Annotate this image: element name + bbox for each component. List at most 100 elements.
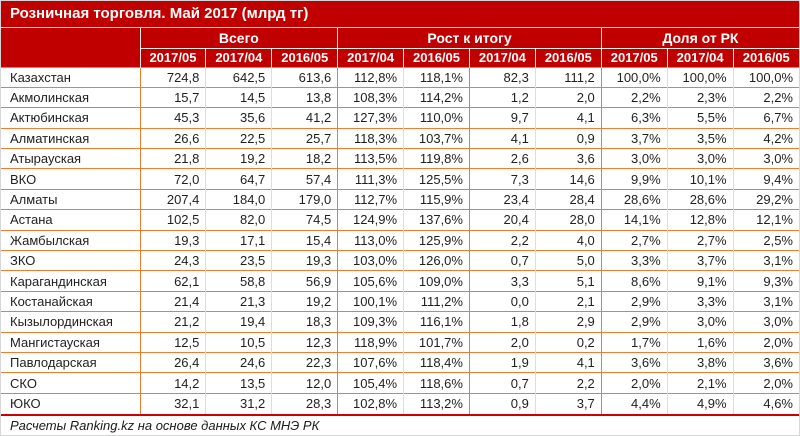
value-cell: 32,1 — [139, 392, 206, 414]
value-cell: 3,1% — [732, 290, 799, 312]
table-row: Карагандинская 62,1 58,8 56,9 105,6% 109,0% 3,… — [1, 270, 799, 292]
data-table: Всего Рост к итогу Доля от РК 2017/05 20… — [1, 28, 799, 414]
table-row: Жамбылская 19,3 17,1 15,4 113,0% 125,9% 2,2 4,0… — [1, 229, 799, 251]
value-cell: 4,6% — [732, 392, 799, 414]
value-cell: 19,2 — [271, 290, 338, 312]
value-cell: 126,0% — [403, 250, 470, 271]
value-cell: 28,6% — [666, 188, 734, 210]
value-cell: 12,5 — [139, 331, 206, 353]
value-cell: 114,2% — [403, 86, 470, 108]
region-name-cell: Павлодарская — [1, 351, 140, 373]
table-row: Казахстан 724,8 642,5 613,6 112,8% 118,1% 82,3… — [1, 66, 799, 88]
value-cell: 119,8% — [403, 148, 470, 169]
value-cell: 24,3 — [139, 250, 206, 271]
value-cell: 45,3 — [139, 107, 206, 129]
value-cell: 4,1 — [468, 127, 536, 149]
value-cell: 3,7 — [534, 392, 602, 414]
value-cell: 21,2 — [139, 311, 206, 333]
value-cell: 108,3% — [337, 86, 404, 108]
value-cell: 5,1 — [534, 270, 602, 292]
table-row: ВКО 72,0 64,7 57,4 111,3% 125,5% 7,3 14,6 9,9% 10… — [1, 168, 799, 190]
value-cell: 58,8 — [205, 270, 272, 292]
region-name-cell: Алматы — [1, 188, 140, 210]
value-cell: 6,3% — [600, 107, 668, 129]
value-cell: 107,6% — [337, 351, 404, 373]
value-cell: 2,2% — [732, 86, 799, 108]
value-cell: 13,8 — [271, 86, 338, 108]
region-name-cell: Акмолинская — [1, 86, 140, 108]
value-cell: 109,0% — [403, 270, 470, 292]
value-cell: 14,1% — [600, 209, 668, 231]
table-row: ЗКО 24,3 23,5 19,3 103,0% 126,0% 0,7 5,0 3,3% 3,7… — [1, 250, 799, 271]
value-cell: 9,9% — [600, 168, 668, 190]
value-cell: 4,0 — [534, 229, 602, 251]
table-row: СКО 14,2 13,5 12,0 105,4% 118,6% 0,7 2,2 2,0% 2,1… — [1, 372, 799, 394]
value-cell: 4,1 — [534, 351, 602, 373]
value-cell: 2,9% — [600, 290, 668, 312]
value-cell: 10,5 — [205, 331, 272, 353]
table-row: Кызылординская 21,2 19,4 18,3 109,3% 116,1% 1,… — [1, 311, 799, 333]
value-cell: 4,1 — [534, 107, 602, 129]
value-cell: 21,4 — [139, 290, 206, 312]
value-cell: 19,3 — [271, 250, 338, 271]
value-cell: 28,3 — [271, 392, 338, 414]
value-cell: 3,6% — [600, 351, 668, 373]
column-header: 2017/04 — [666, 48, 734, 67]
value-cell: 3,3% — [666, 290, 734, 312]
value-cell: 12,8% — [666, 209, 734, 231]
value-cell: 35,6 — [205, 107, 272, 129]
value-cell: 0,0 — [468, 290, 536, 312]
value-cell: 2,7% — [600, 229, 668, 251]
value-cell: 72,0 — [139, 168, 206, 190]
value-cell: 21,8 — [139, 148, 206, 169]
value-cell: 2,5% — [732, 229, 799, 251]
value-cell: 4,9% — [666, 392, 734, 414]
value-cell: 3,0% — [666, 148, 734, 169]
region-name-cell: ЗКО — [1, 250, 140, 271]
value-cell: 179,0 — [271, 188, 338, 210]
value-cell: 2,0% — [732, 331, 799, 353]
value-cell: 9,4% — [732, 168, 799, 190]
value-cell: 3,0% — [600, 148, 668, 169]
value-cell: 109,3% — [337, 311, 404, 333]
region-name-cell: СКО — [1, 372, 140, 394]
value-cell: 127,3% — [337, 107, 404, 129]
value-cell: 116,1% — [403, 311, 470, 333]
corner-cell — [1, 28, 140, 67]
table-row: Костанайская 21,4 21,3 19,2 100,1% 111,2% 0,0 2… — [1, 290, 799, 312]
value-cell: 118,1% — [403, 66, 470, 88]
region-name-cell: Актюбинская — [1, 107, 140, 129]
column-group-total: Всего — [139, 28, 338, 49]
value-cell: 14,2 — [139, 372, 206, 394]
value-cell: 111,2% — [403, 290, 470, 312]
value-cell: 26,4 — [139, 351, 206, 373]
value-cell: 18,2 — [271, 148, 338, 169]
value-cell: 112,8% — [337, 66, 404, 88]
value-cell: 3,3 — [468, 270, 536, 292]
value-cell: 724,8 — [139, 66, 206, 88]
column-header: 2016/05 — [732, 48, 799, 67]
region-name-cell: Мангистауская — [1, 331, 140, 353]
value-cell: 10,1% — [666, 168, 734, 190]
value-cell: 2,7% — [666, 229, 734, 251]
column-header: 2017/05 — [139, 48, 206, 67]
value-cell: 22,5 — [205, 127, 272, 149]
value-cell: 24,6 — [205, 351, 272, 373]
value-cell: 2,1 — [534, 290, 602, 312]
table-body: Казахстан 724,8 642,5 613,6 112,8% 118,1% 82,3… — [1, 66, 799, 414]
value-cell: 101,7% — [403, 331, 470, 353]
value-cell: 12,1% — [732, 209, 799, 231]
value-cell: 26,6 — [139, 127, 206, 149]
value-cell: 41,2 — [271, 107, 338, 129]
value-cell: 74,5 — [271, 209, 338, 231]
value-cell: 112,7% — [337, 188, 404, 210]
value-cell: 100,0% — [600, 66, 668, 88]
value-cell: 31,2 — [205, 392, 272, 414]
value-cell: 118,9% — [337, 331, 404, 353]
region-name-cell: Казахстан — [1, 66, 140, 88]
column-header: 2017/05 — [600, 48, 668, 67]
value-cell: 3,6 — [534, 148, 602, 169]
value-cell: 2,0 — [468, 331, 536, 353]
region-name-cell: Кызылординская — [1, 311, 140, 333]
value-cell: 15,4 — [271, 229, 338, 251]
